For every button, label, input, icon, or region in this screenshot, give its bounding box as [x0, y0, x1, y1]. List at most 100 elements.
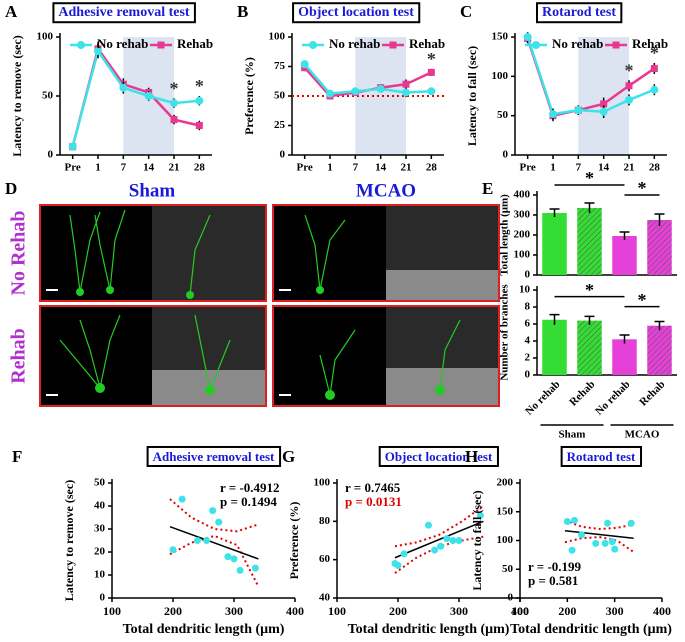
y-axis-label: Preference (%): [242, 57, 256, 135]
y-tick-label: 0: [503, 149, 509, 161]
marker: [650, 85, 659, 94]
panel-label: G: [282, 447, 295, 466]
y-axis-label: Latency to fall (sec): [470, 490, 484, 590]
marker: [532, 41, 540, 49]
point: [209, 507, 217, 515]
y-tick-label: 0: [508, 592, 514, 604]
x-tick-label: 200: [558, 604, 576, 618]
y-axis-label: Latency to remove (sec): [10, 35, 24, 156]
x-axis-label: Total dendritic length (μm): [123, 622, 285, 637]
point: [224, 553, 232, 561]
x-tick-label: 14: [598, 162, 610, 174]
y-tick-label: 200: [514, 229, 531, 241]
marker: [68, 142, 77, 151]
confidence-band: [394, 505, 484, 548]
error-bar: [584, 202, 595, 213]
confidence-band: [564, 519, 634, 531]
x-tick-label: 400: [653, 604, 671, 618]
title-box: [52, 2, 196, 24]
marker: [549, 110, 557, 119]
y-tick-label: 150: [497, 505, 514, 517]
series-line: [303, 63, 432, 95]
bar: [647, 220, 672, 275]
x-tick-label: 400: [286, 604, 304, 618]
error-bar: [549, 208, 560, 217]
marker: [389, 41, 397, 49]
marker: [402, 88, 410, 97]
y-tick-label: 0: [100, 592, 106, 604]
marker: [376, 84, 385, 93]
x-tick-label: Pre: [65, 162, 81, 174]
significance-star: *: [195, 76, 204, 96]
x-axis-label: Total dendritic length (μm): [348, 622, 510, 637]
title-box: [146, 445, 282, 467]
y-tick-label: 100: [497, 534, 514, 546]
bar: [612, 339, 637, 375]
y-tick-label: 50: [502, 563, 514, 575]
error-bar: [619, 231, 630, 240]
column-label: Sham: [129, 180, 176, 201]
series-line: [71, 48, 200, 148]
y-tick-label: 0: [48, 149, 54, 161]
point: [455, 537, 463, 544]
x-tick-label: No rehab: [593, 378, 632, 417]
bar: [542, 319, 567, 375]
significance-star: *: [638, 178, 647, 198]
legend-label: No rehab: [552, 36, 603, 51]
x-tick-label: No rehab: [523, 378, 562, 417]
image-cell-layer: [386, 270, 498, 300]
y-tick-label: 100: [314, 477, 331, 489]
point: [563, 518, 571, 526]
y-tick-label: 200: [497, 477, 514, 489]
marker: [119, 83, 128, 92]
y-tick-label: 50: [42, 90, 54, 102]
chart-title: Adhesive removal test: [153, 449, 275, 464]
marker: [612, 41, 620, 49]
significance-star: *: [638, 290, 647, 310]
title-box: [378, 445, 499, 467]
y-axis-label: Latency to fall (sec): [465, 46, 479, 146]
y-axis-label: Latency to remove (sec): [62, 480, 76, 601]
fit-line: [169, 525, 259, 560]
shaded-period: [578, 37, 629, 155]
marker: [351, 87, 360, 96]
y-tick-label: 150: [492, 31, 509, 43]
point: [568, 546, 576, 554]
panel-label: A: [5, 2, 18, 21]
y-tick-label: 100: [269, 31, 286, 43]
point: [400, 550, 408, 558]
marker: [650, 64, 658, 72]
bar: [612, 236, 637, 275]
x-tick-label: 7: [121, 162, 127, 174]
group-label: MCAO: [625, 429, 660, 441]
y-tick-label: 300: [514, 209, 531, 221]
y-tick-label: 75: [274, 60, 286, 72]
chart-title: Rotarod test: [542, 5, 616, 20]
chart-title: Object location test: [298, 5, 414, 20]
y-tick-label: 8: [525, 301, 531, 313]
y-axis-label: Number of branches: [499, 284, 511, 381]
point: [431, 546, 439, 554]
column-label: MCAO: [356, 180, 416, 201]
x-tick-label: 100: [511, 604, 529, 618]
panel-label: D: [5, 179, 17, 198]
bar: [577, 320, 602, 375]
y-tick-label: 50: [274, 90, 286, 102]
x-tick-label: 28: [426, 162, 438, 174]
x-tick-label: 200: [164, 604, 182, 618]
point: [476, 512, 484, 520]
x-tick-label: 300: [450, 604, 468, 618]
significance-star: *: [625, 60, 634, 80]
x-tick-label: 28: [649, 162, 661, 174]
point: [425, 521, 432, 529]
chart-title: Adhesive removal test: [58, 5, 189, 20]
title-box: [292, 2, 421, 24]
chart-title: Rotarod test: [567, 449, 636, 464]
x-tick-label: Rehab: [567, 378, 597, 408]
point: [193, 537, 201, 544]
chart-title: Object location test: [385, 449, 493, 464]
point: [251, 564, 259, 572]
marker: [427, 87, 436, 96]
marker: [600, 100, 608, 108]
x-tick-label: 28: [194, 162, 206, 174]
